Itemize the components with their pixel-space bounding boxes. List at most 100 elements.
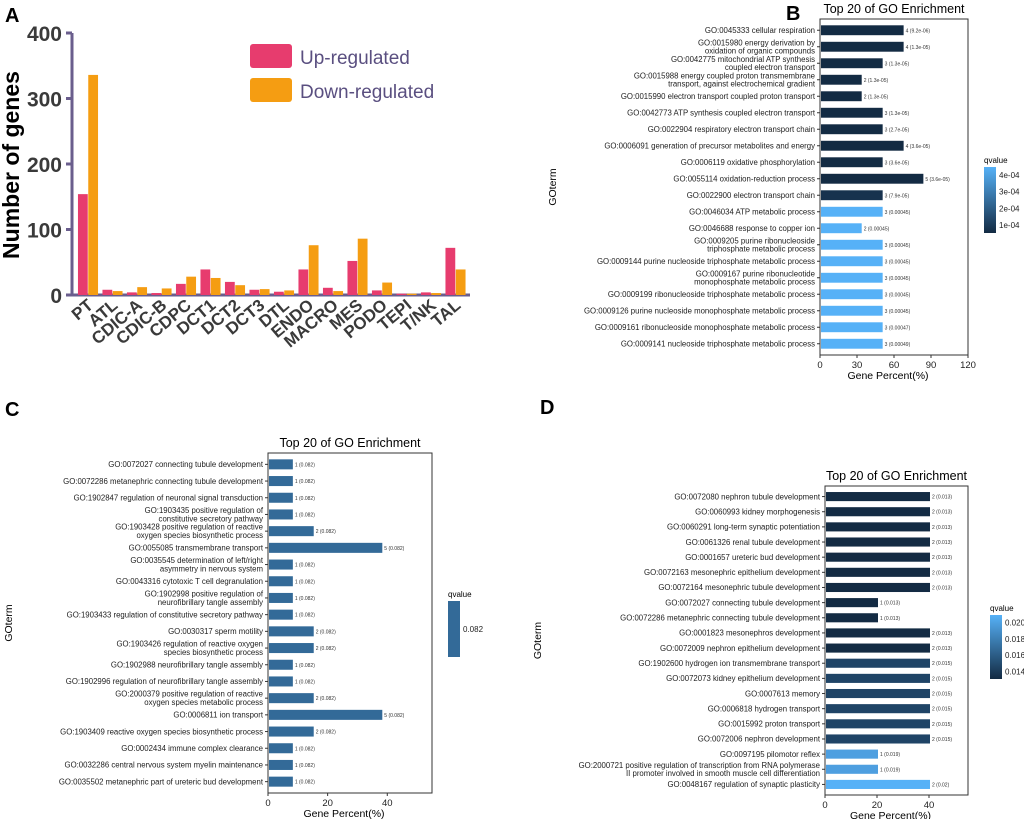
legend-title: qvalue bbox=[990, 604, 1014, 613]
bar-annotation: 1 (0.019) bbox=[880, 767, 900, 773]
bar-up bbox=[126, 292, 137, 295]
go-bar bbox=[821, 206, 883, 217]
go-term-label: GO:0015990 electron transport coupled pr… bbox=[621, 92, 816, 101]
go-term-label: GO:0072009 nephron epithelium developmen… bbox=[660, 644, 821, 653]
x-tick-label: 20 bbox=[872, 800, 883, 811]
bar-down bbox=[112, 291, 123, 295]
go-term-label: GO:1903409 reactive oxygen species biosy… bbox=[60, 727, 263, 736]
go-term-label: GO:0035502 metanephric part of ureteric … bbox=[59, 777, 264, 786]
go-term-label: asymmetry in nervous system bbox=[160, 564, 263, 573]
go-term-label: GO:0061326 renal tubule development bbox=[686, 538, 821, 547]
go-term-label: transport, against electrochemical gradi… bbox=[668, 80, 816, 89]
bar-up bbox=[102, 289, 113, 295]
x-tick-label: 30 bbox=[852, 360, 863, 371]
bar-down bbox=[235, 285, 246, 295]
go-term-label: species biosynthetic process bbox=[164, 648, 263, 657]
go-term-label: GO:0043316 cytotoxic T cell degranulatio… bbox=[116, 577, 263, 586]
bar-annotation: 2 (0.02) bbox=[932, 782, 950, 788]
bar-down bbox=[308, 245, 319, 295]
go-term-label: GO:0042773 ATP synthesis coupled electro… bbox=[627, 108, 816, 117]
x-tick-label: 60 bbox=[889, 360, 900, 371]
bar-annotation: 1 (0.082) bbox=[295, 780, 315, 786]
go-bar bbox=[269, 492, 293, 503]
go-term-label: oxygen species metabolic process bbox=[144, 698, 263, 707]
go-term-label: GO:0072073 kidney epithelium development bbox=[666, 674, 821, 683]
go-term-label: GO:0072027 connecting tubule development bbox=[108, 460, 264, 469]
bar-up bbox=[175, 283, 186, 295]
y-axis-title: Number of genes bbox=[0, 71, 24, 259]
legend-title: qvalue bbox=[448, 590, 472, 599]
go-bar bbox=[269, 592, 293, 603]
go-bar bbox=[821, 190, 883, 201]
bar-up bbox=[77, 194, 88, 295]
bar-up bbox=[249, 289, 260, 295]
colorbar bbox=[990, 615, 1002, 679]
go-term-label: GO:0009141 nucleoside triphosphate metab… bbox=[621, 339, 815, 348]
go-term-label: GO:0007613 memory bbox=[745, 689, 820, 698]
panel-letter-d: D bbox=[540, 397, 554, 419]
legend-tick-label: 0.014 bbox=[1005, 667, 1024, 676]
y-tick-label: 200 bbox=[27, 154, 62, 177]
go-term-label: GO:0060291 long-term synaptic potentiati… bbox=[667, 523, 820, 532]
bar-annotation: 2 (0.013) bbox=[932, 646, 952, 652]
go-bar bbox=[826, 522, 930, 532]
go-bar bbox=[821, 74, 862, 85]
go-bar bbox=[826, 658, 930, 668]
go-bar bbox=[826, 719, 930, 729]
bar-annotation: 1 (0.013) bbox=[880, 601, 900, 607]
go-bar bbox=[826, 552, 930, 562]
bar-annotation: 1 (0.013) bbox=[880, 616, 900, 622]
go-term-label: GO:0015992 proton transport bbox=[718, 720, 821, 729]
chart-title: Top 20 of GO Enrichment bbox=[823, 2, 965, 16]
bar-annotation: 1 (0.082) bbox=[295, 679, 315, 685]
go-bar bbox=[269, 526, 314, 537]
go-term-label: GO:0009161 ribonucleoside monophosphate … bbox=[595, 323, 815, 332]
go-bar bbox=[821, 58, 883, 69]
bar-annotation: 2 (0.00045) bbox=[864, 226, 890, 232]
bar-annotation: 3 (0.00045) bbox=[885, 243, 911, 249]
go-term-label: GO:0035545 determination of left/right bbox=[130, 556, 263, 565]
go-term-label: GO:0001823 mesonephros development bbox=[679, 629, 821, 638]
chart-title: Top 20 of GO Enrichment bbox=[279, 436, 421, 450]
bar-down bbox=[406, 293, 417, 295]
go-term-label: GO:0030317 sperm motility bbox=[168, 627, 263, 636]
bar-annotation: 4 (1.3e-05) bbox=[906, 45, 931, 51]
go-term-label: GO:0006818 hydrogen transport bbox=[708, 704, 821, 713]
go-bar bbox=[821, 157, 883, 168]
go-term-label: GO:2000721 positive regulation of transc… bbox=[579, 761, 820, 770]
go-term-label: GO:0045333 cellular respiration bbox=[705, 26, 815, 35]
go-term-label: GO:2000379 positive regulation of reacti… bbox=[115, 690, 263, 699]
x-tick-label: 40 bbox=[382, 798, 393, 809]
go-bar bbox=[821, 173, 924, 184]
go-bar bbox=[826, 598, 878, 608]
bar-annotation: 2 (0.013) bbox=[932, 540, 952, 546]
go-bar bbox=[826, 749, 878, 759]
bar-annotation: 3 (0.00045) bbox=[885, 259, 911, 265]
go-bar bbox=[269, 542, 383, 553]
go-term-label: GO:1902847 regulation of neuronal signal… bbox=[74, 493, 263, 502]
go-bar bbox=[826, 582, 930, 593]
bar-down bbox=[210, 277, 221, 295]
bar-annotation: 1 (0.082) bbox=[295, 663, 315, 669]
bar-up bbox=[420, 292, 431, 295]
bar-up bbox=[200, 269, 211, 295]
y-axis-title: GOterm bbox=[532, 622, 544, 660]
go-term-label: GO:0009167 purine ribonucleotide bbox=[696, 269, 815, 278]
go-term-label: GO:0055085 transmembrane transport bbox=[129, 544, 264, 553]
go-bar bbox=[826, 507, 930, 517]
go-term-label: GO:0072286 metanephric connecting tubule… bbox=[63, 477, 264, 486]
bar-annotation: 2 (0.082) bbox=[316, 629, 336, 635]
bar-annotation: 2 (0.015) bbox=[932, 737, 952, 743]
go-term-label: GO:0009144 purine nucleoside triphosphat… bbox=[597, 257, 815, 266]
legend-label: Up-regulated bbox=[300, 48, 410, 69]
y-tick-label: 0 bbox=[50, 285, 62, 308]
bar-annotation: 2 (0.015) bbox=[932, 707, 952, 713]
go-bar bbox=[821, 124, 883, 135]
bar-annotation: 3 (7.9e-05) bbox=[885, 193, 910, 199]
go-term-label: GO:0032286 central nervous system myelin… bbox=[65, 761, 264, 770]
go-bar bbox=[821, 289, 883, 300]
bar-annotation: 1 (0.082) bbox=[295, 596, 315, 602]
bar-annotation: 3 (0.00047) bbox=[885, 325, 911, 331]
bar-annotation: 1 (0.082) bbox=[295, 479, 315, 485]
go-term-label: GO:0072006 nephron development bbox=[698, 735, 821, 744]
